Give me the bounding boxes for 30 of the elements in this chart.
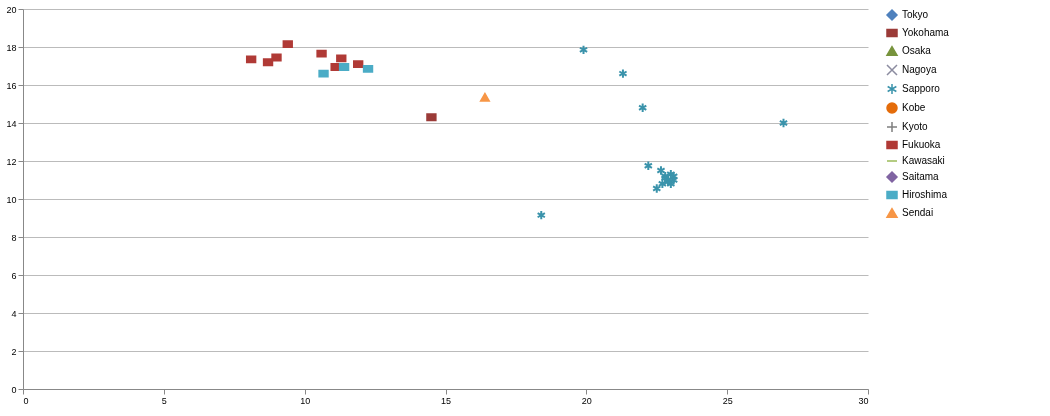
y-tick-label: 2 — [11, 346, 17, 357]
y-tick-label: 20 — [6, 4, 17, 15]
legend-label: Sapporo — [902, 83, 941, 94]
y-tick-label: 14 — [6, 118, 17, 129]
y-tick-label: 12 — [6, 156, 17, 167]
legend-label: Saitama — [902, 171, 940, 182]
x-tick-label: 25 — [722, 395, 733, 406]
y-tick-label: 8 — [11, 232, 17, 243]
y-tick-label: 4 — [11, 308, 17, 319]
x-tick-label: 0 — [23, 395, 29, 406]
legend-label: Hiroshima — [902, 189, 948, 200]
x-tick-label: 5 — [161, 395, 167, 406]
x-tick-label: 20 — [581, 395, 592, 406]
x-tick-label: 15 — [440, 395, 452, 406]
legend-label: Osaka — [902, 45, 932, 56]
y-tick-label: 0 — [11, 384, 17, 395]
y-tick-label: 6 — [11, 270, 17, 281]
y-tick-label: 18 — [6, 42, 17, 53]
legend-label: Kobe — [902, 102, 926, 113]
legend-label: Kyoto — [902, 121, 929, 132]
legend-label: Nagoya — [902, 64, 937, 75]
y-tick-label: 10 — [6, 194, 17, 205]
legend-label: Fukuoka — [902, 139, 941, 150]
y-tick-label: 16 — [6, 80, 17, 91]
legend-label: Sendai — [902, 207, 934, 218]
legend-label: Yokohama — [902, 27, 950, 38]
legend-label: Kawasaki — [902, 155, 945, 166]
x-tick-label: 10 — [300, 395, 311, 406]
legend-label: Tokyo — [902, 9, 929, 20]
x-tick-label: 30 — [858, 395, 869, 406]
